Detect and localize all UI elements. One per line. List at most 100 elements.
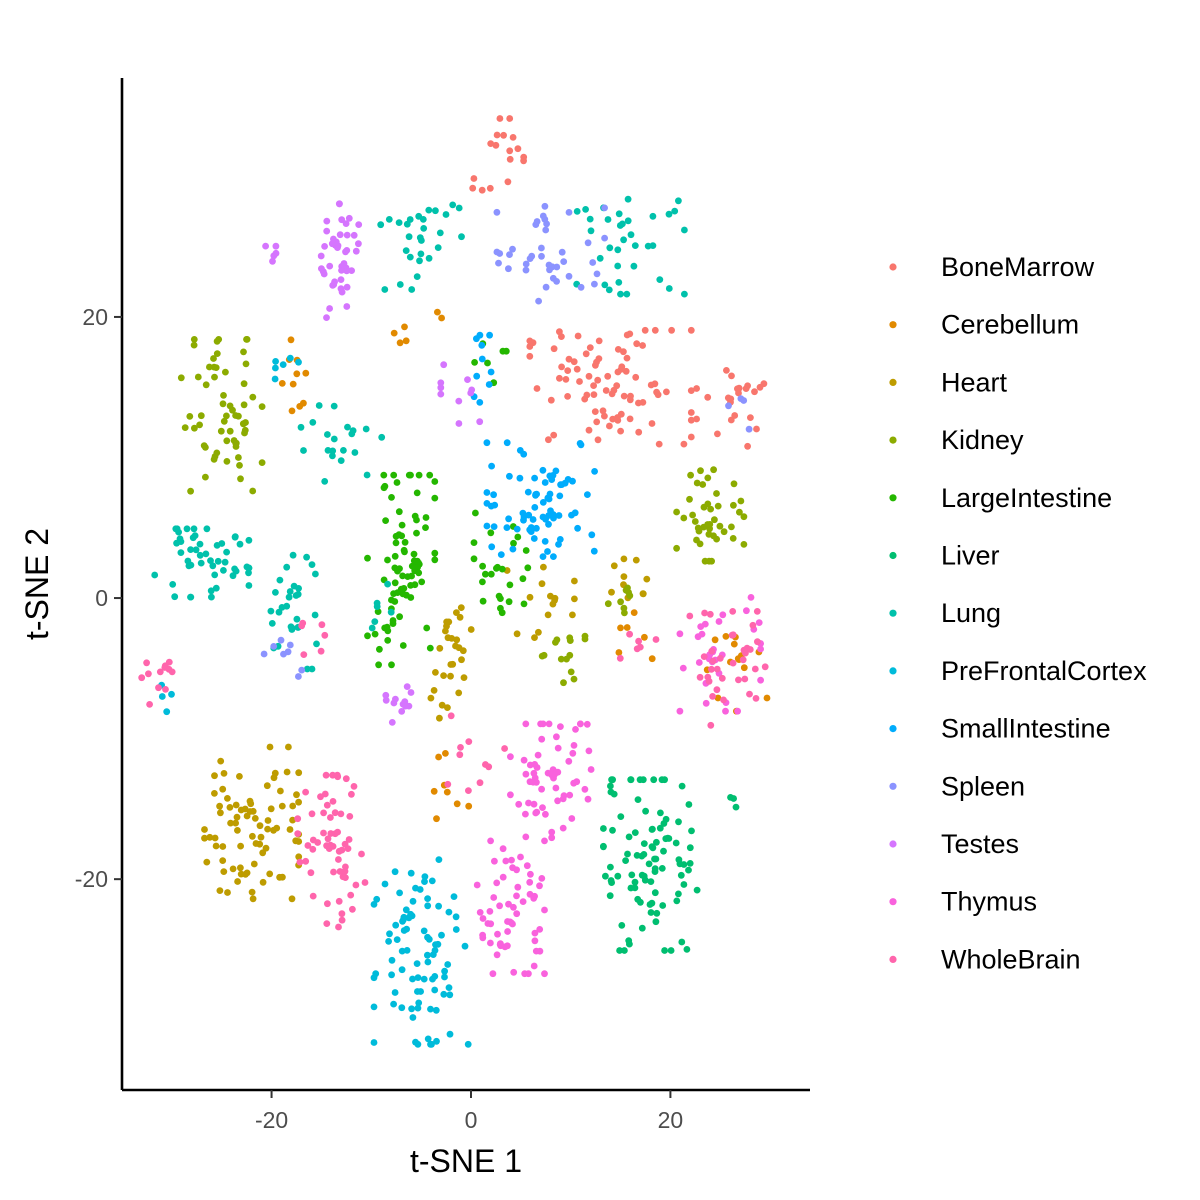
data-point bbox=[683, 946, 691, 953]
data-point bbox=[223, 437, 231, 445]
data-point bbox=[573, 365, 581, 373]
legend-key bbox=[889, 494, 897, 502]
data-point bbox=[220, 868, 228, 875]
data-point bbox=[436, 714, 443, 722]
data-point bbox=[632, 556, 640, 564]
data-point bbox=[409, 1014, 417, 1021]
data-point bbox=[482, 761, 489, 768]
data-point bbox=[565, 272, 573, 280]
data-point bbox=[590, 547, 598, 555]
data-point bbox=[491, 501, 499, 509]
data-point bbox=[342, 775, 350, 783]
data-point bbox=[728, 372, 735, 380]
data-point bbox=[280, 650, 287, 658]
data-point bbox=[525, 970, 532, 978]
data-point bbox=[202, 550, 210, 558]
data-point bbox=[519, 575, 527, 583]
data-point bbox=[482, 570, 489, 578]
data-point bbox=[557, 655, 565, 663]
data-point bbox=[217, 427, 225, 435]
data-point bbox=[224, 795, 231, 802]
data-point bbox=[642, 807, 649, 815]
data-point bbox=[398, 532, 406, 540]
x-tick-label: 0 bbox=[465, 1107, 478, 1133]
data-point bbox=[581, 785, 589, 793]
legend-key bbox=[889, 551, 897, 560]
data-point bbox=[382, 691, 390, 699]
data-point bbox=[424, 1035, 432, 1043]
data-point bbox=[401, 323, 408, 331]
data-point bbox=[450, 893, 458, 900]
data-point bbox=[249, 832, 256, 840]
data-point bbox=[681, 290, 688, 298]
data-point bbox=[651, 868, 659, 875]
data-point bbox=[628, 871, 636, 879]
data-point bbox=[213, 542, 221, 549]
data-point bbox=[324, 835, 332, 843]
data-point bbox=[730, 480, 738, 488]
data-point bbox=[468, 386, 476, 394]
data-point bbox=[421, 878, 428, 885]
data-point bbox=[456, 751, 464, 759]
data-point bbox=[384, 637, 392, 644]
data-point bbox=[245, 582, 253, 589]
data-point bbox=[716, 522, 724, 530]
data-point bbox=[606, 244, 614, 252]
data-point bbox=[615, 649, 623, 656]
data-point bbox=[211, 571, 219, 579]
data-point bbox=[370, 901, 378, 908]
data-point bbox=[608, 776, 615, 784]
data-point bbox=[370, 1039, 378, 1046]
data-point bbox=[740, 513, 748, 521]
data-point bbox=[470, 555, 478, 563]
data-point bbox=[514, 533, 522, 541]
data-point bbox=[706, 521, 714, 528]
data-point bbox=[373, 603, 381, 610]
data-point bbox=[608, 588, 615, 596]
data-point bbox=[440, 990, 448, 998]
data-point bbox=[309, 892, 317, 900]
data-point bbox=[479, 597, 487, 605]
data-point bbox=[688, 827, 695, 835]
data-point bbox=[746, 646, 754, 653]
data-point bbox=[614, 368, 622, 376]
data-point bbox=[609, 826, 616, 834]
data-point bbox=[689, 511, 696, 519]
data-point bbox=[641, 326, 649, 334]
data-point bbox=[520, 756, 528, 764]
data-point bbox=[714, 502, 722, 510]
legend-item-smallintestine: SmallIntestine bbox=[889, 714, 1111, 744]
data-point bbox=[502, 857, 510, 865]
data-point bbox=[479, 562, 486, 570]
data-point bbox=[497, 551, 505, 558]
data-point bbox=[594, 436, 602, 444]
data-point bbox=[499, 845, 507, 853]
data-point bbox=[349, 427, 357, 434]
data-point bbox=[446, 1030, 454, 1038]
data-point bbox=[163, 708, 171, 716]
data-point bbox=[224, 889, 231, 896]
data-point bbox=[530, 535, 538, 542]
data-point bbox=[293, 370, 301, 378]
data-point bbox=[583, 720, 591, 728]
series-largeintestine bbox=[364, 340, 532, 669]
data-point bbox=[151, 571, 159, 579]
data-point bbox=[286, 641, 294, 649]
data-point bbox=[658, 776, 666, 784]
data-point bbox=[626, 630, 633, 638]
data-point bbox=[351, 449, 359, 456]
data-point bbox=[630, 262, 638, 270]
data-point bbox=[211, 834, 219, 842]
data-point bbox=[673, 508, 680, 516]
legend-item-bonemarrow: BoneMarrow bbox=[889, 252, 1095, 282]
data-point bbox=[429, 975, 436, 983]
data-point bbox=[392, 539, 400, 547]
legend-item-testes: Testes bbox=[889, 829, 1019, 859]
data-point bbox=[155, 684, 162, 692]
data-point bbox=[662, 815, 670, 823]
data-point bbox=[227, 819, 235, 827]
data-point bbox=[584, 795, 592, 803]
data-point bbox=[272, 589, 279, 596]
data-point bbox=[350, 231, 358, 239]
data-point bbox=[556, 536, 564, 543]
